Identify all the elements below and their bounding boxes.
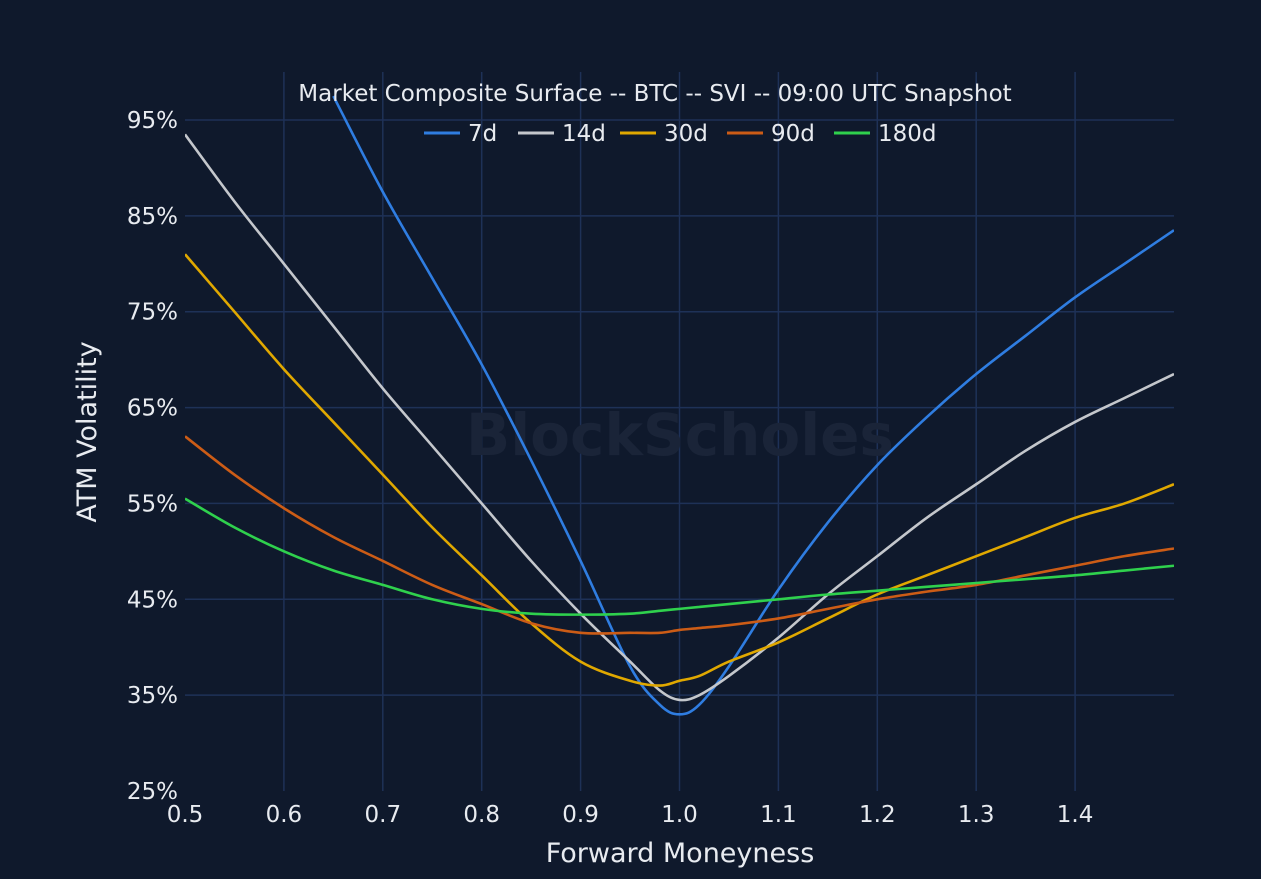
series-line-7d xyxy=(332,95,1174,716)
y-tick-label: 75% xyxy=(127,300,178,326)
legend-label: 7d xyxy=(468,121,497,147)
y-tick-label: 55% xyxy=(127,491,178,517)
watermark-text: BlockScholes xyxy=(466,401,894,469)
legend-label: 180d xyxy=(878,121,937,147)
legend-item-90d[interactable]: 90d xyxy=(727,121,815,147)
y-tick-label: 85% xyxy=(127,204,178,230)
legend-item-14d[interactable]: 14d xyxy=(518,121,606,147)
series-lines xyxy=(185,95,1174,716)
legend-item-180d[interactable]: 180d xyxy=(834,121,937,147)
series-line-180d xyxy=(185,497,1174,616)
x-tick-label: 0.8 xyxy=(463,802,500,828)
y-tick-label: 25% xyxy=(127,779,178,805)
legend-item-30d[interactable]: 30d xyxy=(620,121,708,147)
legend-label: 90d xyxy=(771,121,815,147)
x-tick-label: 1.1 xyxy=(760,802,797,828)
y-tick-label: 35% xyxy=(127,683,178,709)
y-axis-title: ATM Volatility xyxy=(72,341,103,522)
x-tick-label: 0.5 xyxy=(167,802,204,828)
legend-item-7d[interactable]: 7d xyxy=(424,121,497,147)
grid xyxy=(185,72,1174,791)
x-tick-label: 0.6 xyxy=(266,802,303,828)
y-tick-label: 45% xyxy=(127,587,178,613)
legend-label: 30d xyxy=(664,121,708,147)
y-tick-label: 95% xyxy=(127,108,178,134)
y-tick-label: 65% xyxy=(127,396,178,422)
x-tick-label: 1.4 xyxy=(1057,802,1094,828)
x-axis-title: Forward Moneyness xyxy=(546,838,815,869)
legend-label: 14d xyxy=(562,121,606,147)
x-tick-label: 1.3 xyxy=(958,802,995,828)
series-line-30d xyxy=(185,253,1174,687)
x-tick-label: 0.9 xyxy=(562,802,599,828)
x-tick-label: 1.0 xyxy=(661,802,698,828)
x-tick-label: 0.7 xyxy=(365,802,402,828)
tick-labels: 0.5 0.6 0.7 0.8 0.9 1.0 1.1 1.2 1.3 1.4 25% 35% 45% 5… xyxy=(127,108,1094,828)
chart-title: Market Composite Surface -- BTC -- SVI -… xyxy=(298,81,1011,107)
series-line-14d xyxy=(185,133,1174,702)
legend[interactable]: 7d 14d 30d 90d 180d xyxy=(424,121,937,147)
x-tick-label: 1.2 xyxy=(859,802,896,828)
